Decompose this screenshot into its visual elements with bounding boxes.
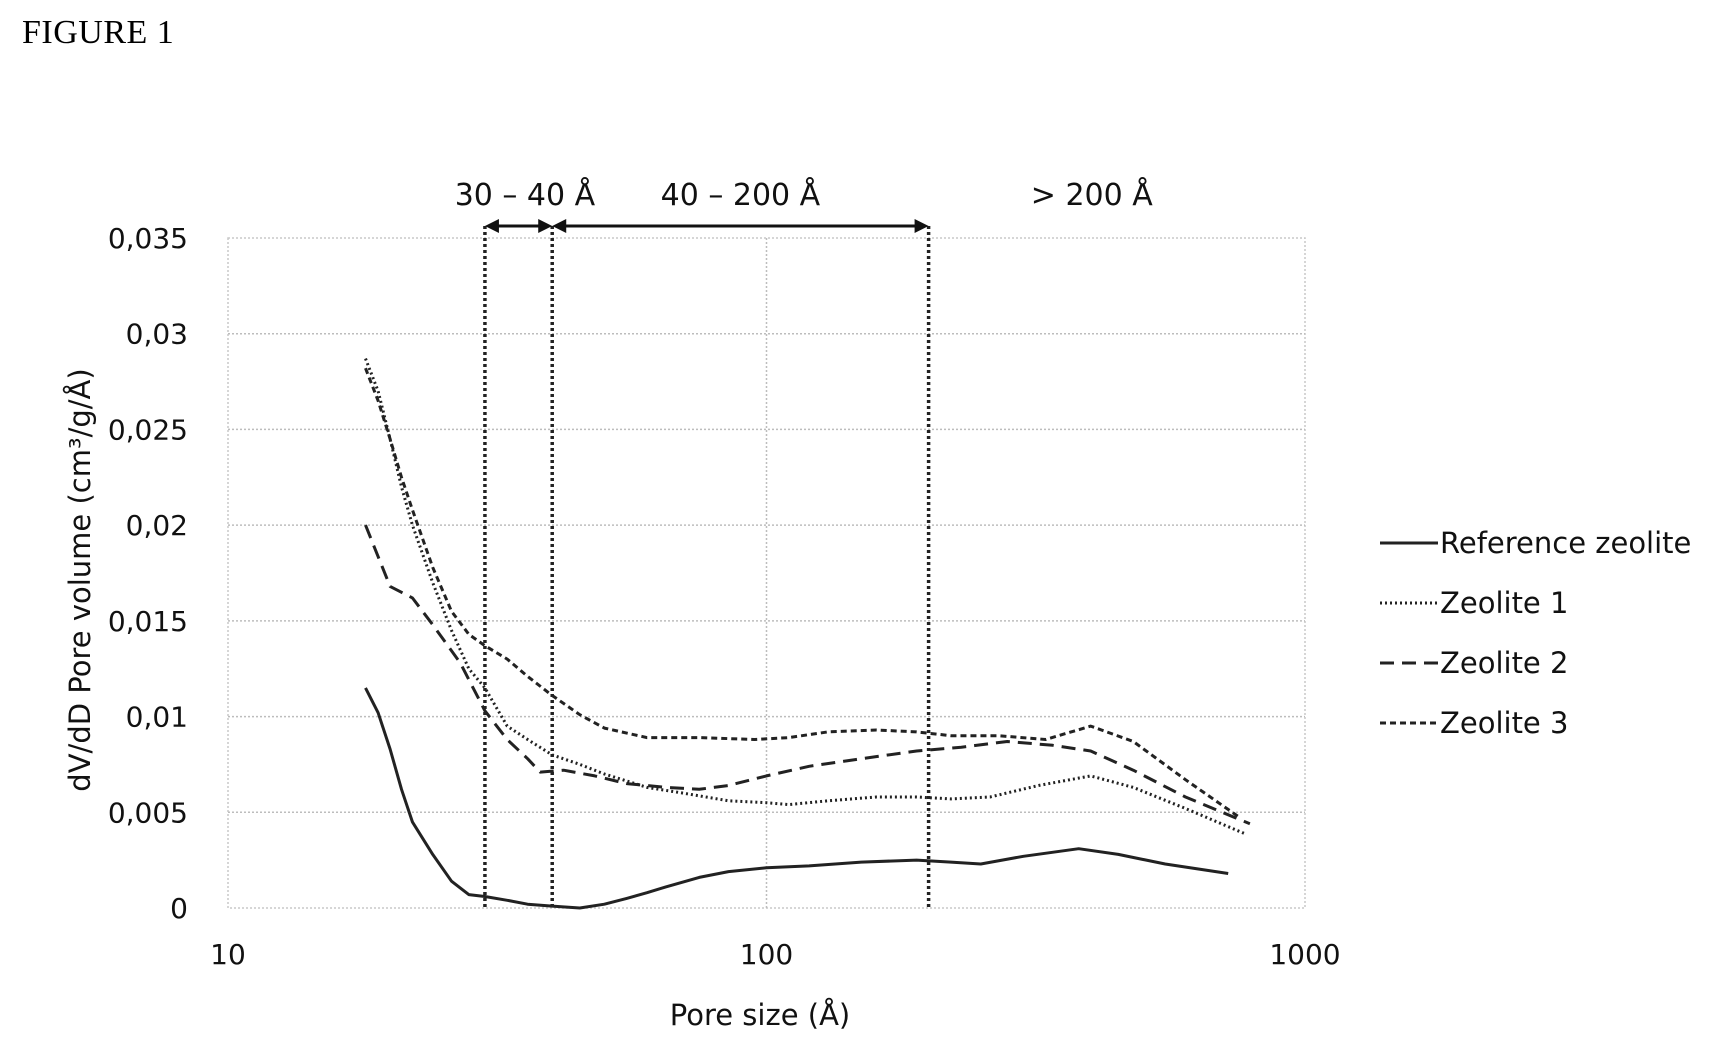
y-tick-label: 0,02 bbox=[126, 509, 188, 542]
y-tick-label: 0,005 bbox=[108, 796, 188, 829]
axis-ticks: 0 0,005 0,01 0,015 0,02 0,025 0,03 0,035 10 100 10… bbox=[108, 222, 1341, 971]
y-tick-label: 0,03 bbox=[126, 318, 188, 351]
x-tick-label: 1000 bbox=[1269, 938, 1340, 971]
region-arrow-head bbox=[538, 219, 553, 233]
region-arrow-head bbox=[484, 219, 499, 233]
series-line bbox=[364, 524, 1251, 826]
y-tick-label: 0,01 bbox=[126, 701, 188, 734]
region-boundaries bbox=[483, 226, 931, 908]
legend-label: Reference zeolite bbox=[1440, 526, 1691, 560]
region-arrow-head bbox=[552, 219, 567, 233]
series-line bbox=[364, 687, 1229, 910]
region-label: > 200 Å bbox=[1031, 177, 1153, 213]
series-line bbox=[364, 367, 1239, 818]
y-tick-label: 0,025 bbox=[108, 413, 188, 446]
region-arrow-head bbox=[914, 219, 929, 233]
x-axis-title: Pore size (Å) bbox=[670, 998, 850, 1032]
grid bbox=[227, 237, 1306, 909]
y-tick-label: 0,015 bbox=[108, 605, 188, 638]
figure-caption: FIGURE 1 bbox=[22, 14, 175, 51]
x-tick-label: 10 bbox=[210, 938, 246, 971]
legend-label: Zeolite 1 bbox=[1440, 586, 1568, 620]
y-tick-label: 0,035 bbox=[108, 222, 188, 255]
region-label: 30 – 40 Å bbox=[455, 177, 596, 213]
y-tick-label: 0 bbox=[170, 892, 188, 925]
legend-label: Zeolite 3 bbox=[1440, 706, 1568, 740]
region-label: 40 – 200 Å bbox=[661, 177, 821, 213]
legend-label: Zeolite 2 bbox=[1440, 646, 1568, 680]
y-axis-title: dV/dD Pore volume (cm³/g/Å) bbox=[63, 368, 97, 791]
series-line bbox=[364, 358, 1245, 835]
x-tick-label: 100 bbox=[740, 938, 793, 971]
legend: Reference zeolite Zeolite 1 Zeolite 2 Zeoli… bbox=[1380, 526, 1691, 740]
region-annotations: 30 – 40 Å 40 – 200 Å > 200 Å bbox=[455, 177, 1153, 233]
series-group bbox=[364, 358, 1251, 910]
